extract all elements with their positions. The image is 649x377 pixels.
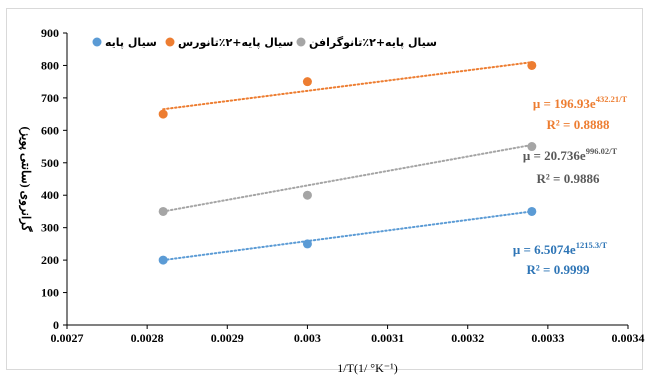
data-point-series-2 (302, 190, 312, 200)
equation-series-1: μ = 196.93e432.21/T (533, 94, 628, 111)
x-tick-label: 0.003 (294, 331, 321, 345)
y-tick-label: 0 (53, 318, 59, 332)
y-tick-label: 700 (41, 91, 59, 105)
y-tick-label: 900 (41, 26, 59, 40)
r-squared-series-0: R² = 0.9999 (527, 262, 590, 277)
legend-marker-series-0 (92, 37, 102, 47)
y-tick-label: 200 (41, 253, 59, 267)
y-tick-label: 100 (41, 286, 59, 300)
trendline-series-2 (162, 143, 533, 213)
y-tick-label: 800 (41, 58, 59, 72)
legend-marker-series-1 (165, 37, 175, 47)
trendline-series-0 (162, 210, 533, 262)
data-point-series-0 (302, 239, 312, 249)
x-tick-label: 0.0032 (451, 331, 484, 345)
r-squared-series-2: R² = 0.9886 (537, 171, 600, 186)
data-point-series-1 (158, 109, 168, 119)
x-tick-label: 0.0028 (131, 331, 164, 345)
equation-series-0: μ = 6.5074e1215.3/T (513, 240, 608, 257)
legend-marker-series-2 (296, 37, 306, 47)
data-point-series-0 (527, 206, 537, 216)
x-tick-label: 0.0033 (531, 331, 564, 345)
data-point-series-2 (527, 142, 537, 152)
chart-frame (6, 8, 643, 370)
x-tick-label: 0.0029 (211, 331, 244, 345)
axes: 0.0027 0.0028 0.0029 0.003 0.0031 0.0032 0.003… (41, 26, 645, 345)
trendline-series-1 (162, 61, 533, 111)
data-points (158, 60, 537, 265)
y-axis-title: گرانروی (سانتی پویز) (18, 127, 34, 232)
x-tick-label: 0.0027 (51, 331, 84, 345)
r-squared-series-1: R² = 0.8888 (547, 117, 610, 132)
x-tick-label: 0.0034 (612, 331, 645, 345)
legend-label-series-2: سیال پایه+۲٪تانوگرافن (309, 36, 437, 49)
y-tick-label: 300 (41, 221, 59, 235)
legend: سیال پایه سیال پایه+۲٪تانورس سیال پایه+۲٪ت… (92, 36, 437, 49)
data-point-series-1 (302, 77, 312, 87)
legend-label-series-1: سیال پایه+۲٪تانورس (178, 36, 293, 49)
legend-label-series-0: سیال پایه (105, 36, 157, 49)
y-tick-label: 500 (41, 156, 59, 170)
data-point-series-1 (527, 60, 537, 70)
trendline-equations: μ = 6.5074e1215.3/T R² = 0.9999 μ = 196.93… (513, 94, 628, 277)
data-point-series-0 (158, 255, 168, 265)
x-axis-title: 1/T(1/ °K⁻¹) (337, 361, 397, 375)
y-tick-label: 400 (41, 188, 59, 202)
equation-series-2: μ = 20.736e996.02/T (523, 146, 618, 163)
data-point-series-2 (158, 206, 168, 216)
y-tick-label: 600 (41, 123, 59, 137)
trendlines (162, 61, 533, 262)
x-tick-label: 0.0031 (371, 331, 404, 345)
